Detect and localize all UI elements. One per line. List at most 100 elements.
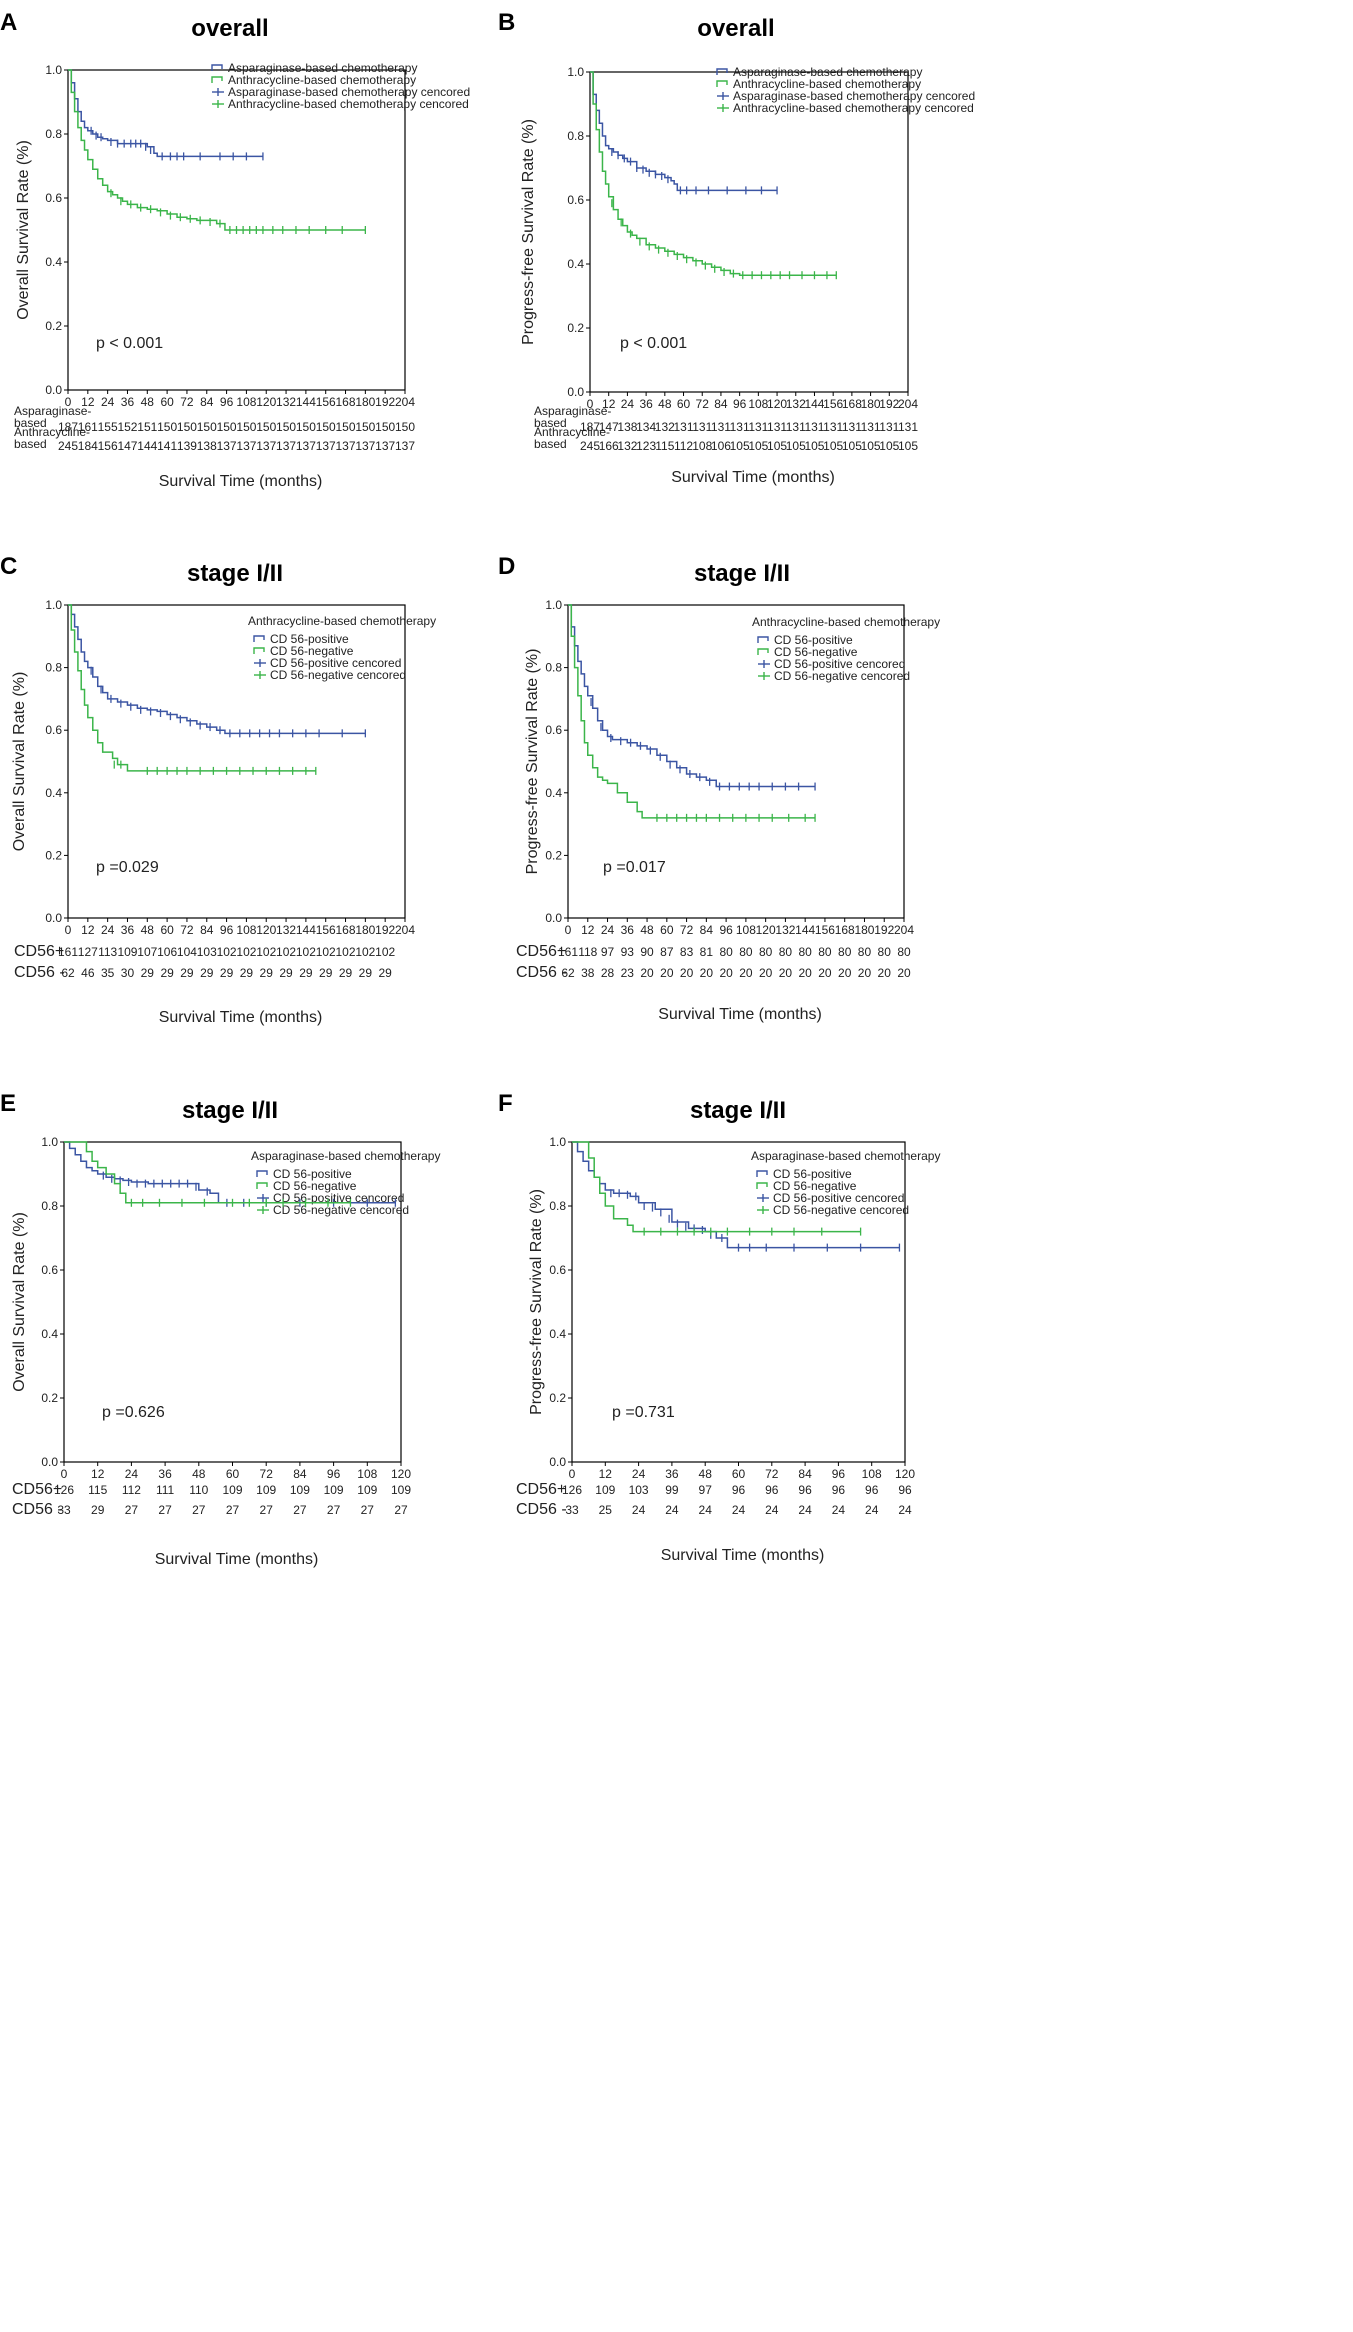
x-tick-label: 192 bbox=[375, 395, 395, 409]
risk-value: 80 bbox=[897, 945, 911, 959]
x-tick-label: 84 bbox=[798, 1467, 812, 1481]
x-tick-label: 204 bbox=[894, 923, 914, 937]
risk-value: 131 bbox=[674, 420, 694, 434]
panel-letter: A bbox=[0, 9, 17, 36]
y-tick-label: 0.0 bbox=[549, 1455, 566, 1469]
x-tick-label: 132 bbox=[786, 397, 806, 411]
legend-entry: Anthracycline-based chemotherapy cencore… bbox=[733, 101, 974, 115]
risk-value: 115 bbox=[88, 1483, 107, 1497]
risk-value: 62 bbox=[561, 966, 575, 980]
panel-letter: B bbox=[498, 9, 515, 36]
risk-value: 131 bbox=[879, 420, 899, 434]
risk-value: 80 bbox=[739, 945, 753, 959]
y-tick-label: 0.6 bbox=[545, 723, 562, 737]
risk-value: 109 bbox=[256, 1483, 276, 1497]
risk-value: 29 bbox=[180, 966, 194, 980]
x-tick-label: 84 bbox=[700, 923, 714, 937]
x-axis-label: Survival Time (months) bbox=[661, 1547, 825, 1564]
risk-value: 150 bbox=[336, 420, 356, 434]
risk-value: 80 bbox=[719, 945, 733, 959]
y-tick-label: 1.0 bbox=[549, 1135, 566, 1149]
p-value: p =0.731 bbox=[612, 1404, 675, 1421]
legend-swatch-line bbox=[211, 76, 223, 83]
risk-value: 33 bbox=[565, 1503, 579, 1517]
x-tick-label: 72 bbox=[260, 1467, 274, 1481]
risk-value: 102 bbox=[355, 945, 375, 959]
risk-value: 29 bbox=[359, 966, 373, 980]
x-tick-label: 108 bbox=[748, 397, 768, 411]
legend-entry: Asparaginase-based chemotherapy bbox=[733, 65, 922, 79]
x-tick-label: 204 bbox=[898, 397, 918, 411]
risk-value: 102 bbox=[296, 945, 316, 959]
y-tick-label: 0.0 bbox=[545, 911, 562, 925]
risk-value: 150 bbox=[276, 420, 296, 434]
risk-value: 118 bbox=[578, 945, 597, 959]
x-tick-label: 84 bbox=[714, 397, 728, 411]
x-tick-label: 96 bbox=[220, 923, 234, 937]
risk-value: 29 bbox=[260, 966, 274, 980]
risk-value: 29 bbox=[141, 966, 155, 980]
x-tick-label: 12 bbox=[91, 1467, 105, 1481]
risk-row-label: Anthracycline-based bbox=[14, 425, 90, 451]
risk-value: 80 bbox=[858, 945, 872, 959]
x-tick-label: 24 bbox=[101, 395, 115, 409]
risk-row-label: CD56 - bbox=[14, 964, 65, 981]
risk-value: 20 bbox=[640, 966, 654, 980]
legend-entry: CD 56-positive bbox=[774, 633, 853, 647]
risk-value: 109 bbox=[117, 945, 137, 959]
risk-value: 80 bbox=[779, 945, 793, 959]
risk-value: 131 bbox=[804, 420, 824, 434]
y-tick-label: 0.8 bbox=[545, 661, 562, 675]
y-tick-label: 0.8 bbox=[45, 127, 62, 141]
x-tick-label: 180 bbox=[861, 397, 881, 411]
x-tick-label: 0 bbox=[65, 395, 72, 409]
risk-value: 96 bbox=[798, 1483, 812, 1497]
y-tick-label: 0.4 bbox=[45, 786, 62, 800]
risk-value: 29 bbox=[339, 966, 353, 980]
legend-swatch-line bbox=[757, 636, 769, 643]
risk-value: 138 bbox=[617, 420, 637, 434]
risk-value: 20 bbox=[759, 966, 773, 980]
risk-row-label: CD56 - bbox=[516, 964, 567, 981]
risk-row-label: CD56+ bbox=[516, 1481, 566, 1498]
legend-entry: Asparaginase-based chemotherapy cencored bbox=[733, 89, 975, 103]
risk-value: 27 bbox=[226, 1503, 240, 1517]
risk-value: 80 bbox=[878, 945, 892, 959]
y-tick-label: 0.8 bbox=[41, 1199, 58, 1213]
km-curve-series1 bbox=[590, 71, 778, 192]
risk-value: 29 bbox=[279, 966, 293, 980]
risk-value: 155 bbox=[98, 420, 118, 434]
risk-value: 24 bbox=[765, 1503, 779, 1517]
x-tick-label: 72 bbox=[180, 923, 194, 937]
x-tick-label: 0 bbox=[61, 1467, 68, 1481]
y-tick-label: 1.0 bbox=[41, 1135, 58, 1149]
risk-value: 131 bbox=[898, 420, 918, 434]
y-axis-label: Progress-free Survival Rate (%) bbox=[528, 1189, 545, 1415]
risk-row-label: CD56+ bbox=[14, 943, 64, 960]
risk-value: 23 bbox=[621, 966, 635, 980]
plot-frame bbox=[567, 604, 905, 919]
x-tick-label: 192 bbox=[375, 923, 395, 937]
legend-entry: CD 56-positive bbox=[773, 1167, 852, 1181]
panel-letter: C bbox=[0, 553, 17, 580]
legend-entry: CD 56-positive cencored bbox=[773, 1191, 904, 1205]
risk-value: 27 bbox=[158, 1503, 172, 1517]
panel-title: stage I/II bbox=[690, 1097, 786, 1124]
risk-value: 27 bbox=[260, 1503, 274, 1517]
risk-value: 151 bbox=[137, 420, 157, 434]
risk-value: 150 bbox=[157, 420, 177, 434]
x-tick-label: 132 bbox=[276, 923, 296, 937]
y-tick-label: 0.2 bbox=[549, 1391, 566, 1405]
x-tick-label: 156 bbox=[316, 923, 336, 937]
risk-value: 27 bbox=[293, 1503, 307, 1517]
risk-value: 131 bbox=[842, 420, 862, 434]
x-tick-label: 120 bbox=[767, 397, 787, 411]
risk-value: 105 bbox=[898, 439, 918, 453]
risk-row-label-line: Anthracycline- bbox=[534, 425, 610, 439]
risk-value: 109 bbox=[391, 1483, 411, 1497]
legend-title: Anthracycline-based chemotherapy bbox=[752, 615, 940, 629]
x-tick-label: 180 bbox=[355, 923, 375, 937]
x-tick-label: 24 bbox=[125, 1467, 139, 1481]
risk-value: 29 bbox=[378, 966, 392, 980]
risk-value: 105 bbox=[804, 439, 824, 453]
